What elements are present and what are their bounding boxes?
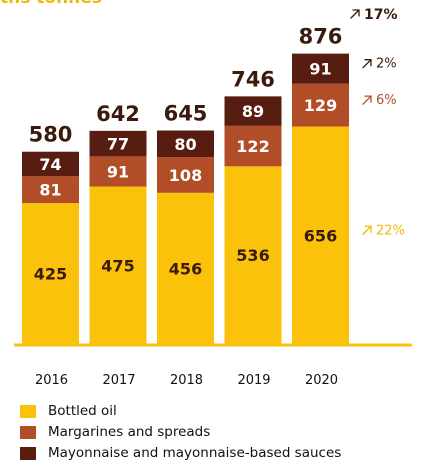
data-label-margarines-2017: 91 [107,162,129,181]
growth-label-total: 17% [364,7,398,23]
bar-bottled-oil-2017 [89,186,147,344]
growth-arrow-bottled-oil [362,225,372,235]
x-tick-label-2018: 2018 [170,373,203,388]
data-label-bottled-oil-2020: 656 [304,226,337,245]
x-tick-label-2019: 2019 [237,373,270,388]
data-label-mayonnaise-2019: 89 [242,102,264,121]
total-label-2020: 876 [299,25,343,49]
data-label-bottled-oil-2018: 456 [169,259,202,278]
bar-mayonnaise-2019 [224,96,282,126]
bar-margarines-2018 [157,157,214,193]
bar-margarines-2017 [89,156,147,187]
total-label-2017: 642 [96,102,140,126]
bar-bottled-oil-2016 [22,203,79,344]
data-label-margarines-2016: 81 [39,181,61,200]
bar-margarines-2016 [22,176,79,204]
total-label-2016: 580 [29,123,73,147]
data-label-mayonnaise-2017: 77 [107,135,129,154]
bar-mayonnaise-2020 [292,53,349,84]
growth-arrow-total [350,9,360,19]
data-label-mayonnaise-2018: 80 [174,135,196,154]
x-tick-label-2017: 2017 [102,373,135,388]
data-label-bottled-oil-2017: 475 [101,256,134,275]
growth-arrow-mayonnaise [362,59,372,69]
legend-swatch-bottled-oil [20,405,36,418]
growth-label-mayonnaise: 2% [376,57,397,72]
bar-margarines-2020 [292,83,349,127]
bar-bottled-oil-2018 [157,192,214,344]
data-label-bottled-oil-2016: 425 [34,265,67,284]
legend-label-bottled-oil: Bottled oil [48,403,117,419]
growth-label-bottled-oil: 22% [376,223,405,238]
x-tick-label-2016: 2016 [35,373,68,388]
legend-swatch-margarines [20,426,36,439]
legend-label-margarines: Margarines and spreads [48,424,211,440]
legend-label-mayonnaise: Mayonnaise and mayonnaise-based sauces [48,445,342,461]
data-label-bottled-oil-2019: 536 [236,246,269,265]
data-label-margarines-2018: 108 [169,166,202,185]
data-label-margarines-2019: 122 [236,137,269,156]
data-label-mayonnaise-2020: 91 [309,60,331,79]
bar-bottled-oil-2020 [292,126,349,344]
growth-label-margarines: 6% [376,93,397,108]
bar-mayonnaise-2018 [157,130,214,158]
bar-mayonnaise-2017 [89,130,147,157]
data-label-margarines-2020: 129 [304,96,337,115]
total-label-2019: 746 [231,67,275,91]
bar-bottled-oil-2019 [224,166,282,344]
legend-swatch-mayonnaise [20,447,36,460]
growth-arrow-margarines [362,95,372,105]
bar-margarines-2019 [224,125,282,167]
bar-mayonnaise-2016 [22,151,79,177]
unit-label: ths tonnes [0,0,102,8]
x-tick-label-2020: 2020 [305,373,338,388]
data-label-mayonnaise-2016: 74 [39,155,61,174]
total-label-2018: 645 [164,102,208,126]
